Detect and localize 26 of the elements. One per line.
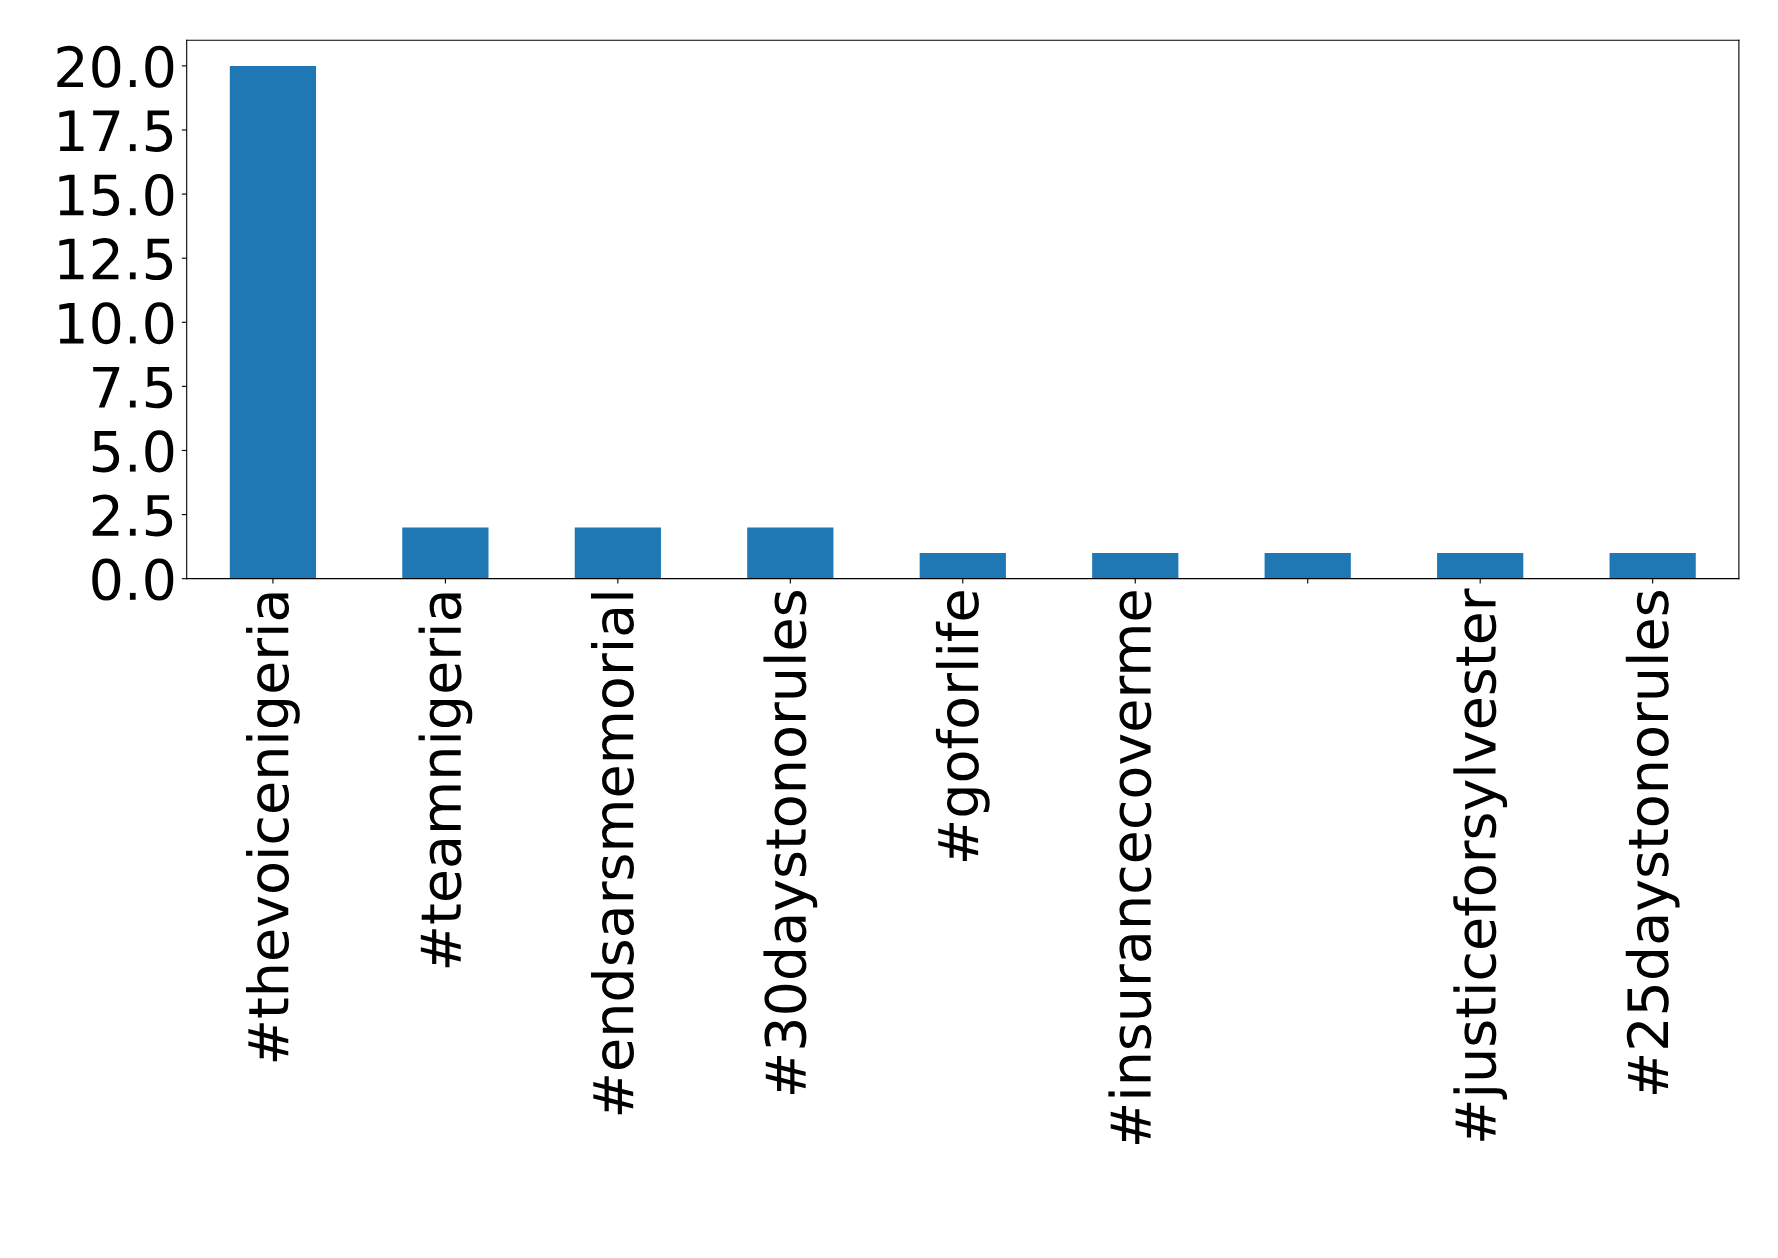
bar [229, 65, 317, 579]
bar [1264, 553, 1351, 579]
y-tick-label: 20.0 [57, 45, 174, 88]
x-tick-label: #30daystonorules [763, 591, 818, 1095]
x-tick-label: #thevoicenigeria [246, 593, 300, 1062]
bar [574, 527, 661, 579]
x-tick-label: #teamnigeria [418, 593, 473, 968]
x-tick-label: #insurancecoverme [1108, 591, 1152, 1145]
x-tick-label: #25daystonorules [1625, 591, 1680, 1095]
y-tick-label: 17.5 [59, 110, 173, 152]
x-tick-label: #justiceforsylvester [1453, 588, 1508, 1141]
x-tick-label: #endsarsmemorial [590, 593, 634, 1115]
bar [402, 527, 489, 579]
y-tick-label: 7.5 [93, 366, 173, 409]
bar [747, 527, 834, 579]
bar [919, 553, 1006, 579]
y-tick-label: 0.0 [92, 558, 174, 601]
x-tick-label: #goforlife [935, 591, 990, 861]
bar [1437, 553, 1524, 579]
y-tick-label: 12.5 [59, 238, 173, 281]
y-tick-label: 15.0 [59, 173, 174, 216]
y-tick-label: 2.5 [92, 494, 173, 537]
y-tick-label: 5.0 [92, 430, 174, 473]
y-tick-label: 10.0 [59, 302, 174, 345]
bar [1092, 553, 1179, 579]
bar [1609, 553, 1696, 579]
